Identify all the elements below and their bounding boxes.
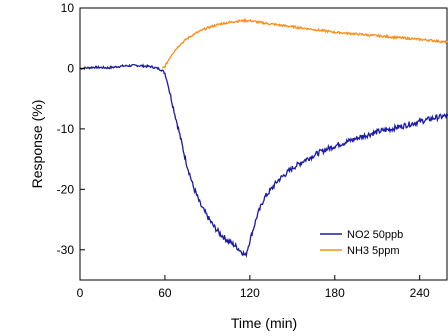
legend-label-nh3: NH3 5ppm: [347, 245, 400, 257]
y-tick-label: -30: [57, 243, 75, 257]
legend: NO2 50ppb NH3 5ppm: [320, 229, 403, 257]
y-tick-label: -20: [57, 182, 75, 196]
y-axis-label: Response (%): [29, 100, 45, 189]
x-tick-label: 60: [158, 286, 172, 300]
y-tick-label: 0: [67, 61, 74, 75]
legend-label-no2: NO2 50ppb: [347, 229, 403, 241]
x-tick-label: 180: [325, 286, 345, 300]
series-line-no2: [79, 63, 448, 259]
x-tick-label: 120: [240, 286, 260, 300]
x-tick-label: 240: [410, 286, 430, 300]
x-tick-label: 0: [77, 286, 84, 300]
y-tick-label: 10: [61, 1, 75, 15]
tick-layer: 0 60 120 180 240 10 0 -10 -20 -30: [57, 1, 430, 300]
x-axis-label: Time (min): [231, 315, 297, 331]
series-layer: [79, 17, 448, 259]
y-tick-label: -10: [57, 122, 75, 136]
series-line-nh3: [161, 17, 448, 69]
plot-area-frame: [79, 7, 448, 281]
